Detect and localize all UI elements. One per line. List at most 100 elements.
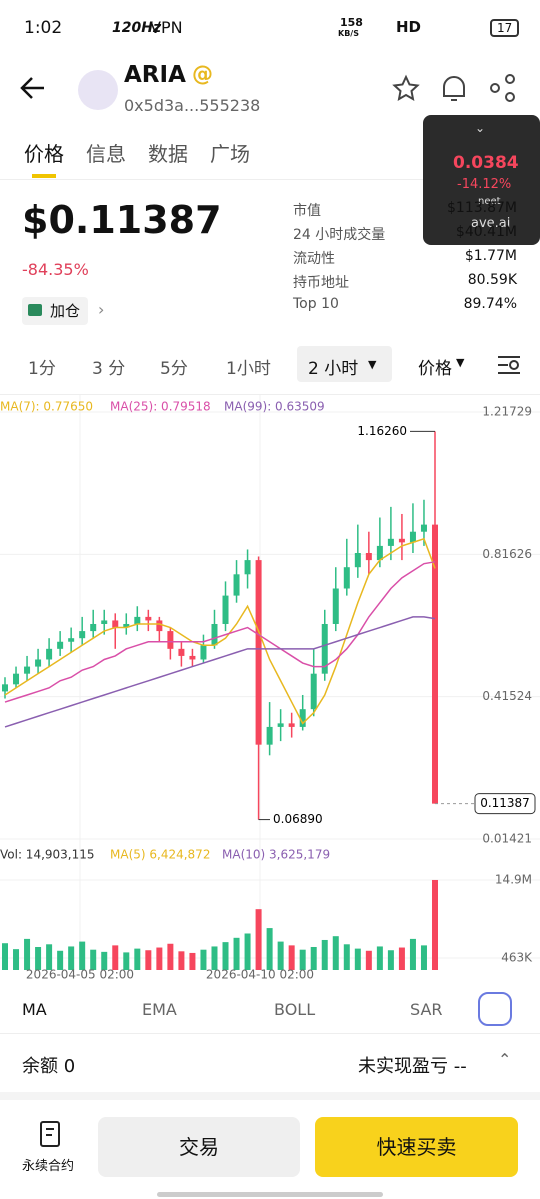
ma-line bbox=[4, 561, 436, 703]
candle-body bbox=[376, 545, 383, 561]
candle-body bbox=[222, 595, 229, 624]
candle-body bbox=[255, 560, 262, 745]
stat-label: 24 小时成交量 bbox=[293, 227, 386, 243]
indicator-tab[interactable]: MA bbox=[22, 1000, 47, 1019]
hd: HD bbox=[396, 18, 422, 36]
volume-bar bbox=[343, 944, 350, 970]
volume-bar bbox=[200, 949, 207, 970]
y-tick-label: 0.41524 bbox=[482, 689, 532, 703]
candle-body bbox=[35, 659, 42, 667]
contract-icon bbox=[40, 1121, 60, 1147]
timeframe[interactable]: 1分 bbox=[28, 359, 56, 379]
candle-body bbox=[343, 567, 350, 589]
tab[interactable]: 价格 bbox=[24, 142, 64, 166]
candle-body bbox=[354, 553, 361, 568]
expand[interactable]: ⌃ bbox=[498, 1050, 512, 1069]
candle-body bbox=[233, 574, 240, 596]
candle-body bbox=[321, 623, 328, 674]
volume-bar bbox=[24, 938, 31, 970]
indicator-tab[interactable]: EMA bbox=[142, 1000, 177, 1019]
vpn: VPN bbox=[150, 18, 183, 37]
volume-bar bbox=[244, 933, 251, 970]
candle-body bbox=[24, 666, 31, 674]
tabs: 价格 信息 数据 广场 bbox=[24, 138, 250, 167]
volume-bar bbox=[266, 928, 273, 970]
assistant-icon[interactable] bbox=[478, 992, 512, 1026]
candle-body bbox=[13, 673, 20, 685]
volume-bar bbox=[233, 937, 240, 970]
candle-body bbox=[46, 648, 53, 660]
popup-site: ave.ai bbox=[471, 216, 511, 231]
tab[interactable]: 信息 bbox=[86, 142, 126, 166]
y-tick-label: 0.01421 bbox=[482, 832, 532, 846]
tab-underline bbox=[32, 174, 56, 178]
volume-bar bbox=[46, 944, 53, 970]
volume-bar bbox=[310, 946, 317, 970]
volume-bar bbox=[387, 950, 394, 970]
price-change: -84.35% bbox=[22, 260, 89, 279]
address[interactable]: 0x5d3a...555238 bbox=[124, 96, 261, 115]
back[interactable] bbox=[18, 75, 48, 101]
volume-bar bbox=[134, 948, 141, 970]
candle-body bbox=[299, 709, 306, 727]
timeframe[interactable]: 1小时 bbox=[226, 359, 271, 379]
volume-bar bbox=[321, 939, 328, 970]
trade-button[interactable]: 交易 bbox=[98, 1117, 300, 1177]
volume-bar bbox=[35, 946, 42, 970]
candle-body bbox=[277, 723, 284, 727]
divider bbox=[0, 1092, 540, 1100]
y-tick-label: 0.81626 bbox=[482, 547, 532, 561]
indicator-tab[interactable]: BOLL bbox=[274, 1000, 316, 1019]
candle-body bbox=[90, 623, 97, 632]
vol-tick-label: 463K bbox=[501, 951, 533, 965]
balance: 余额 0 bbox=[22, 1056, 76, 1077]
volume-bar bbox=[123, 952, 130, 970]
volume-bar bbox=[79, 941, 86, 970]
menu-caret: ▼ bbox=[456, 356, 465, 369]
candle-body bbox=[178, 648, 185, 656]
candle-body bbox=[156, 620, 163, 632]
candle-body bbox=[387, 538, 394, 546]
candle-body bbox=[145, 616, 152, 621]
ma-line bbox=[4, 616, 436, 728]
popup-caret: ⌄ bbox=[475, 121, 486, 135]
y-tick-label: 1.21729 bbox=[482, 405, 532, 419]
time: 1:02 bbox=[24, 18, 63, 38]
indicator-tab[interactable]: SAR bbox=[410, 1000, 443, 1019]
quick-button[interactable]: 快速买卖 bbox=[315, 1117, 518, 1177]
price-menu[interactable]: 价格 bbox=[418, 359, 452, 379]
volume-bar bbox=[156, 947, 163, 970]
tab[interactable]: 数据 bbox=[148, 142, 188, 166]
timeframe[interactable]: 2 小时 bbox=[308, 359, 359, 379]
tab[interactable]: 广场 bbox=[210, 142, 250, 166]
candle-body bbox=[167, 631, 174, 649]
volume-bar bbox=[90, 949, 97, 970]
pnl: 未实现盈亏 -- bbox=[358, 1056, 467, 1077]
price: $0.11387 bbox=[22, 198, 222, 242]
candle-body bbox=[266, 726, 273, 745]
candle-body bbox=[211, 623, 218, 646]
candle-body bbox=[432, 524, 438, 804]
speed-unit: KB/S bbox=[338, 29, 359, 38]
divider bbox=[0, 394, 540, 395]
volume-bar bbox=[409, 938, 416, 970]
volume-bar bbox=[2, 943, 8, 970]
high-label: 1.16260 bbox=[357, 424, 407, 438]
candle-body bbox=[332, 588, 339, 624]
vol-legend: Vol: 14,903,115 bbox=[0, 848, 95, 862]
x-label: 2026-04-10 02:00 bbox=[206, 968, 314, 982]
volume-bar bbox=[332, 936, 339, 970]
timeframe[interactable]: 5分 bbox=[160, 359, 188, 379]
timeframe[interactable]: 3 分 bbox=[92, 359, 126, 379]
settings-icon[interactable] bbox=[496, 354, 522, 376]
contract[interactable]: 永续合约 bbox=[22, 1159, 75, 1174]
popup[interactable]: ⌄ 0.0384 -14.12% neet ave.ai bbox=[423, 115, 540, 245]
battery: 17 bbox=[490, 19, 520, 37]
volume-bar bbox=[57, 950, 64, 970]
candle-body bbox=[365, 553, 372, 561]
vol-legend: MA(5) 6,424,872 bbox=[110, 848, 210, 862]
volume-bar bbox=[145, 950, 152, 970]
header-icons[interactable] bbox=[392, 74, 522, 104]
stat-value: 89.74% bbox=[463, 296, 517, 312]
